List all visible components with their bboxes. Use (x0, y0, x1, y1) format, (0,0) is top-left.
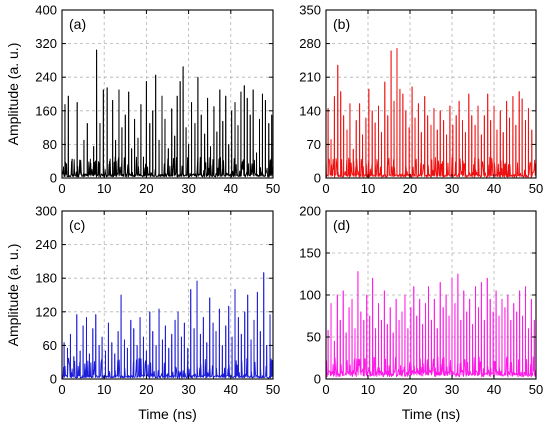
x-tick-label: 20 (403, 181, 417, 196)
y-tick-label: 160 (35, 103, 57, 118)
y-tick-label: 320 (35, 36, 57, 51)
panel-label: (b) (333, 16, 350, 32)
y-tick-label: 60 (43, 338, 57, 353)
panel-1: 0 10 20 30 40 50 0 80 160 240 320 400 (a) Amplitude (… (5, 3, 280, 197)
y-tick-label: 300 (35, 204, 57, 219)
x-tick-label: 0 (322, 181, 329, 196)
y-axis-label: Amplitude (a. u.) (5, 244, 21, 347)
y-tick-label: 280 (299, 36, 321, 51)
y-tick-label: 80 (43, 137, 57, 152)
plot-frame (325, 9, 537, 179)
x-tick-label: 40 (487, 181, 501, 196)
y-tick-label: 70 (307, 137, 321, 152)
panel-4: 0 10 20 30 40 50 0 50 100 150 200 (d) Time (ns) (299, 204, 543, 423)
x-tick-label: 0 (58, 181, 65, 196)
y-tick-label: 240 (35, 70, 57, 85)
panel-2: 0 10 20 30 40 50 0 70 140 210 280 350 (b) (299, 3, 543, 197)
x-tick-label: 20 (139, 181, 153, 196)
y-tick-label: 0 (50, 372, 57, 387)
y-axis-label: Amplitude (a. u.) (5, 43, 21, 146)
y-tick-label: 400 (35, 3, 57, 18)
series-trace (61, 272, 274, 379)
panel-3: 0 10 20 30 40 50 0 60 120 180 240 300 (c) Amplitude (… (5, 204, 280, 423)
x-tick-label: 30 (181, 382, 195, 397)
x-tick-label: 50 (266, 181, 280, 196)
y-tick-label: 180 (35, 271, 57, 286)
x-tick-label: 10 (361, 181, 375, 196)
y-tick-label: 140 (299, 103, 321, 118)
x-tick-label: 30 (445, 181, 459, 196)
plot-frame (61, 9, 274, 179)
y-tick-label: 0 (314, 171, 321, 186)
y-tick-label: 240 (35, 237, 57, 252)
y-tick-label: 200 (299, 204, 321, 219)
x-tick-label: 20 (139, 382, 153, 397)
y-tick-label: 50 (307, 330, 321, 345)
x-tick-label: 10 (97, 181, 111, 196)
y-tick-label: 210 (299, 70, 321, 85)
y-tick-label: 100 (299, 288, 321, 303)
y-tick-label: 0 (314, 372, 321, 387)
y-tick-label: 150 (299, 246, 321, 261)
y-tick-label: 0 (50, 171, 57, 186)
x-tick-label: 20 (403, 382, 417, 397)
x-axis-label: Time (ns) (402, 406, 461, 422)
x-tick-label: 10 (361, 382, 375, 397)
panel-label: (a) (69, 16, 86, 32)
x-tick-label: 40 (224, 382, 238, 397)
x-tick-label: 40 (224, 181, 238, 196)
y-tick-label: 350 (299, 3, 321, 18)
x-tick-label: 0 (58, 382, 65, 397)
panel-label: (d) (333, 217, 350, 233)
x-axis-label: Time (ns) (138, 406, 197, 422)
x-tick-label: 50 (266, 382, 280, 397)
x-tick-label: 30 (445, 382, 459, 397)
x-tick-label: 10 (97, 382, 111, 397)
x-tick-label: 0 (322, 382, 329, 397)
x-tick-label: 50 (529, 181, 543, 196)
y-tick-label: 120 (35, 304, 57, 319)
plot-frame (61, 210, 274, 380)
x-tick-label: 50 (529, 382, 543, 397)
x-tick-label: 30 (181, 181, 195, 196)
x-tick-label: 40 (487, 382, 501, 397)
panel-label: (c) (69, 217, 85, 233)
